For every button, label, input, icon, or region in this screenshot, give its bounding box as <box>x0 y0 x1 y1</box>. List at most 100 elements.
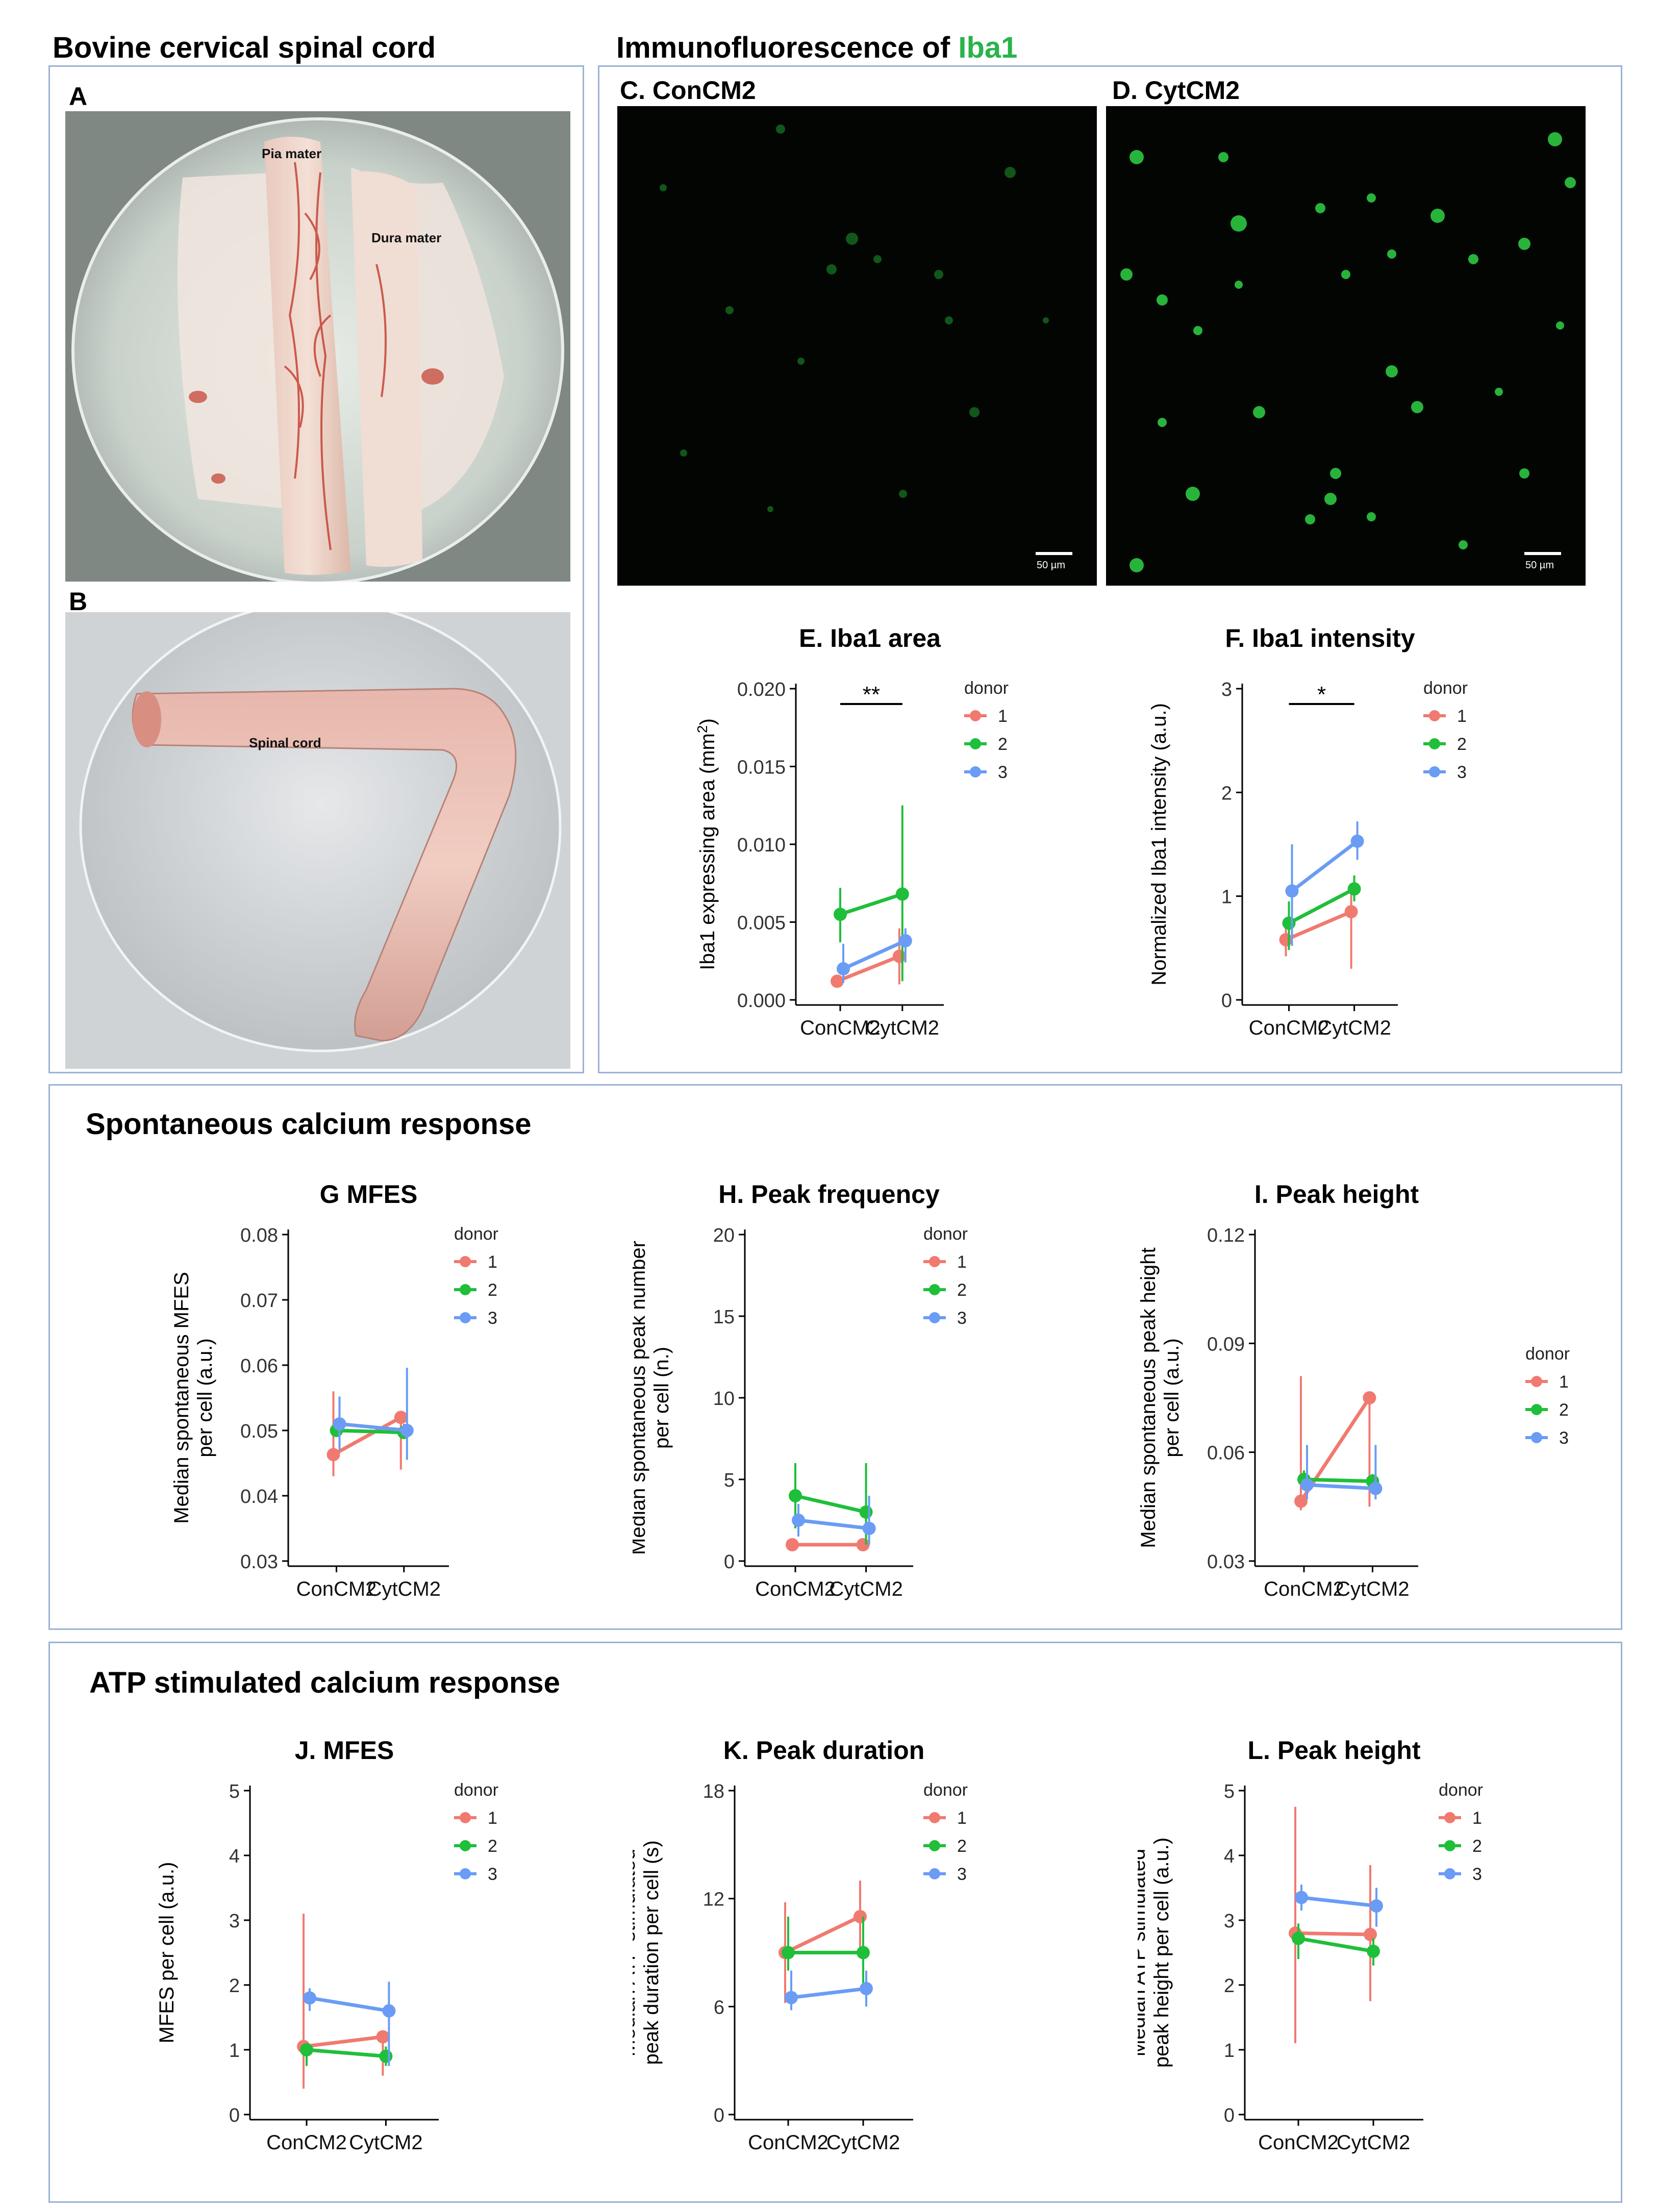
series-2-point <box>895 887 909 901</box>
series-3-point <box>785 1991 798 2004</box>
legend-title: donor <box>964 678 1009 698</box>
y-tick-label: 0 <box>1221 990 1232 1012</box>
y-tick-label: 0.05 <box>240 1421 278 1442</box>
series-3-point <box>1350 834 1364 848</box>
legend-dot-1 <box>970 710 981 721</box>
y-tick-label: 0.015 <box>737 757 786 778</box>
legend-label-3: 3 <box>488 1865 497 1884</box>
spontaneous-section-title: Spontaneous calcium response <box>86 1108 532 1141</box>
legend-dot-1 <box>460 1256 471 1267</box>
chart-title: H. Peak frequency <box>718 1180 940 1209</box>
legend-dot-3 <box>460 1868 471 1879</box>
legend-label-2: 2 <box>488 1280 497 1300</box>
legend-dot-3 <box>1444 1868 1455 1879</box>
series-3-line <box>1291 840 1359 893</box>
x-tick-label: CytCM2 <box>349 2131 422 2154</box>
legend-dot-1 <box>929 1812 940 1823</box>
series-1-point <box>853 1909 867 1923</box>
y-tick-label: 0.06 <box>240 1355 278 1377</box>
y-tick-label: 0.04 <box>240 1486 278 1507</box>
x-tick-label: CytCM2 <box>1336 1578 1409 1600</box>
series-3-line <box>309 1996 389 2013</box>
legend-dot-2 <box>1531 1404 1542 1415</box>
legend-dot-3 <box>929 1312 940 1323</box>
left-section-title: Bovine cervical spinal cord <box>53 31 436 64</box>
annotation-pia-mater: Pia mater <box>262 146 321 161</box>
y-tick-label: 4 <box>229 1846 240 1867</box>
y-axis-label: per cell (a.u.) <box>1161 1338 1183 1457</box>
series-1-line <box>784 1915 861 1954</box>
x-tick-label: ConCM2 <box>800 1017 881 1039</box>
series-2-line <box>336 1428 404 1435</box>
y-tick-label: 0.000 <box>737 990 786 1012</box>
series-2-point <box>1347 882 1361 896</box>
legend-dot-3 <box>929 1868 940 1879</box>
chart-title: L. Peak height <box>1248 1736 1421 1765</box>
legend-label-1: 1 <box>998 707 1008 726</box>
series-2-line <box>1303 1477 1373 1484</box>
series-3-point <box>1370 1899 1383 1913</box>
series-3-point <box>333 1417 346 1431</box>
panel-c-label: C. ConCM2 <box>620 76 756 105</box>
legend-dot-3 <box>970 766 981 777</box>
series-1-point <box>376 2030 390 2044</box>
y-tick-label: 10 <box>713 1388 735 1410</box>
x-tick-label: CytCM2 <box>1317 1017 1391 1039</box>
legend-label-1: 1 <box>1472 1808 1482 1828</box>
y-tick-label: 1 <box>1221 887 1232 908</box>
photo-a-spinal-cord-in-dish: Pia mater Dura mater <box>65 111 570 582</box>
y-tick-label: 6 <box>714 1997 724 2018</box>
y-tick-label: 0.09 <box>1207 1334 1245 1355</box>
series-2-point <box>1367 1944 1380 1958</box>
series-2-point <box>782 1946 795 1959</box>
legend-label-2: 2 <box>998 735 1008 754</box>
legend-label-1: 1 <box>1457 707 1467 726</box>
x-tick-label: ConCM2 <box>1258 2131 1339 2154</box>
series-1-line <box>303 2035 383 2049</box>
chart-g-mfes: G MFES 0.03 0.04 0.05 0.06 0.07 0.08 ConCM2CytC… <box>170 1180 498 1600</box>
annotation-spinal-cord: Spinal cord <box>249 735 321 750</box>
series-1-point <box>327 1448 340 1462</box>
y-tick-label: 5 <box>724 1470 735 1491</box>
series-2-point <box>379 2049 393 2063</box>
series-3-point <box>1285 884 1299 898</box>
series-3-line <box>1301 1896 1377 1908</box>
series-1-point <box>831 974 844 988</box>
immunofluorescence-panel-frame <box>598 65 1622 1073</box>
legend-dot-2 <box>1429 738 1440 749</box>
chart-k-peak-duration: K. Peak duration061218ConCM2CytCM2Median… <box>633 1736 968 2154</box>
series-1-point <box>892 949 906 963</box>
y-tick-label: 2 <box>1221 783 1232 804</box>
legend-dot-2 <box>970 738 981 749</box>
right-title-prefix: Immunofluorescence of <box>616 31 959 64</box>
y-tick-label: 4 <box>1224 1846 1235 1867</box>
series-2-line <box>306 2048 386 2058</box>
series-1-line <box>332 1416 402 1456</box>
legend-dot-3 <box>460 1312 471 1323</box>
series-1-point <box>1294 1494 1308 1508</box>
chart-title: K. Peak duration <box>723 1736 925 1765</box>
series-2-line <box>1298 1937 1374 1953</box>
chart-title: E. Iba1 area <box>799 624 941 652</box>
legend-dot-1 <box>1444 1812 1455 1823</box>
series-1-point <box>1364 1927 1377 1941</box>
y-tick-label: 0.010 <box>737 835 786 856</box>
scale-label-c: 50 µm <box>1037 560 1065 571</box>
y-axis-label: Iba1 expressing area (mm2) <box>694 718 719 970</box>
y-tick-label: 3 <box>1224 1911 1235 1932</box>
y-axis-label: peak height per cell (a.u.) <box>1150 1838 1173 2068</box>
y-tick-label: 0.12 <box>1207 1225 1245 1246</box>
x-tick-label: ConCM2 <box>1264 1578 1344 1600</box>
series-2-line <box>1288 887 1355 925</box>
scale-label-d: 50 µm <box>1525 560 1554 571</box>
series-3-point <box>1300 1478 1314 1492</box>
series-3-point <box>1295 1891 1308 1904</box>
series-3-point <box>400 1424 414 1437</box>
series-2-line <box>795 1494 867 1514</box>
series-1-line <box>1295 1931 1371 1937</box>
legend-dot-2 <box>929 1840 940 1851</box>
legend-label-3: 3 <box>957 1865 967 1884</box>
chart-title: G MFES <box>320 1180 418 1209</box>
